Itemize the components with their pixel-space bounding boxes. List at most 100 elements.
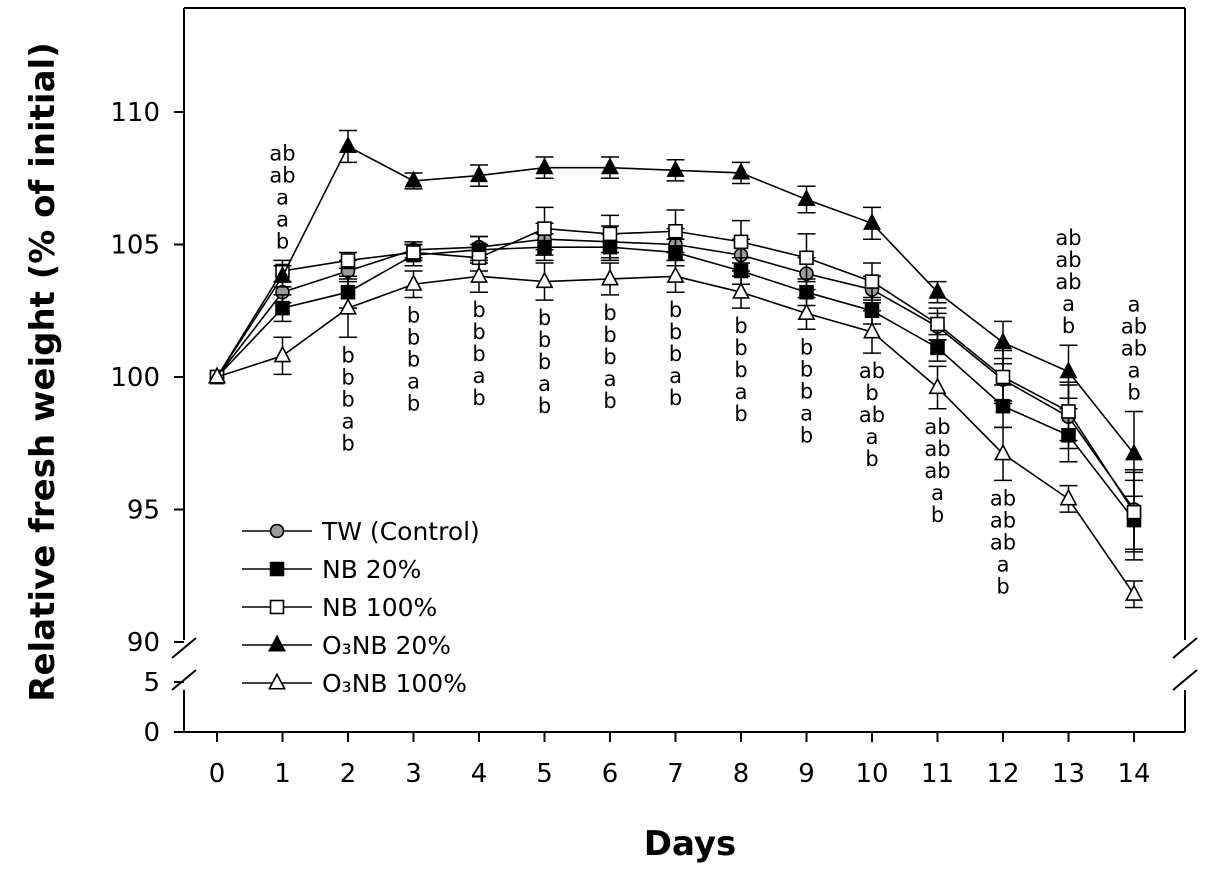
x-tick-label: 8 [733,759,750,789]
marker-triangle [339,136,357,154]
significance-letter: ab [924,437,950,461]
x-tick-label: 12 [986,759,1019,789]
significance-letter: ab [1121,336,1147,360]
significance-letter: ab [1121,314,1147,338]
marker-square [1126,504,1142,520]
marker-square [668,223,683,239]
marker-triangle [732,162,750,180]
significance-letter: b [865,447,878,471]
legend-item: O₃NB 20% [242,631,451,660]
x-tick-label: 2 [340,759,357,789]
marker-square [275,300,290,316]
x-tick-label: 3 [405,759,422,789]
marker-triangle [863,321,881,339]
marker-triangle [797,303,816,320]
x-tick-label: 14 [1117,759,1150,789]
marker-triangle [535,157,554,175]
significance-letter: b [931,503,944,527]
marker-triangle [1059,361,1078,379]
marker-square [537,221,552,236]
significance-letter: ab [990,530,1016,554]
marker-triangle [273,345,292,363]
marker-circle [269,523,285,539]
significance-letter: b [734,358,747,382]
marker-square [269,561,285,577]
significance-letter: a [342,409,355,433]
right-break-mark [1172,637,1198,659]
significance-letter: b [407,392,420,416]
right-break-mark [1172,669,1198,691]
significance-letter: a [800,401,813,425]
x-tick-label: 4 [471,759,488,789]
significance-letter: b [407,304,420,328]
significance-letter: ab [859,403,885,427]
legend-label: TW (Control) [321,517,480,546]
significance-letter: ab [924,459,950,483]
significance-letter: b [996,574,1009,598]
significance-letter: a [931,481,944,505]
x-axis-title: Days [644,824,737,864]
marker-triangle [666,265,685,283]
significance-letter: ab [859,359,885,383]
series-4 [208,259,1143,609]
significance-letter: b [538,306,551,330]
significance-letter: a [538,372,551,396]
significance-letter: ab [990,486,1016,510]
significance-letter: ab [269,163,295,187]
significance-letter: a [276,207,289,231]
marker-triangle [1125,443,1143,461]
y-tick-label: 105 [110,231,160,261]
marker-triangle [470,265,488,283]
x-tick-label: 7 [667,759,684,789]
marker-triangle [994,443,1012,461]
marker-square [733,263,749,279]
significance-letter: b [341,431,354,455]
significance-letter: b [800,335,813,359]
marker-triangle [404,170,423,188]
marker-triangle [666,159,685,177]
y-tick-label: 110 [110,98,160,128]
significance-letter: b [1127,380,1140,404]
marker-triangle [339,297,357,315]
y-axis-title: Relative fresh weight (% of initial) [23,42,63,701]
significance-letter: a [866,425,879,449]
legend-label: NB 20% [322,555,421,584]
significance-letter: a [1062,292,1075,316]
significance-letter: b [538,328,551,352]
marker-triangle [1125,583,1143,601]
significance-letter: b [603,301,616,325]
significance-letter: ab [269,141,295,165]
x-tick-label: 10 [855,759,888,789]
marker-triangle [601,268,619,286]
marker-triangle [1059,488,1078,506]
marker-square [269,599,285,615]
marker-triangle [994,332,1012,350]
significance-letter: a [473,364,486,388]
marker-triangle [601,157,619,175]
significance-letter: b [800,423,813,447]
marker-square [799,284,814,300]
significance-letter: b [472,320,485,344]
marker-triangle [863,212,881,230]
significance-letter: b [407,348,420,372]
significance-letter: ab [1055,248,1081,272]
marker-square [406,245,421,260]
significance-letter: b [538,350,551,374]
legend-item: NB 20% [242,555,421,584]
legend-item: O₃NB 100% [242,669,467,698]
marker-triangle [928,377,947,395]
series-layer [208,129,1143,609]
significance-letter: b [669,320,682,344]
significance-letter: b [734,314,747,338]
significance-letter: a [1128,358,1141,382]
x-tick-label: 13 [1052,759,1085,789]
x-tick-label: 5 [536,759,553,789]
legend-item: TW (Control) [242,517,480,546]
y-axis-break-mark [171,637,197,659]
x-tick-label: 0 [209,759,226,789]
significance-letter: a [604,367,617,391]
y-tick-label: 5 [143,668,160,698]
significance-letter: b [1062,314,1075,338]
